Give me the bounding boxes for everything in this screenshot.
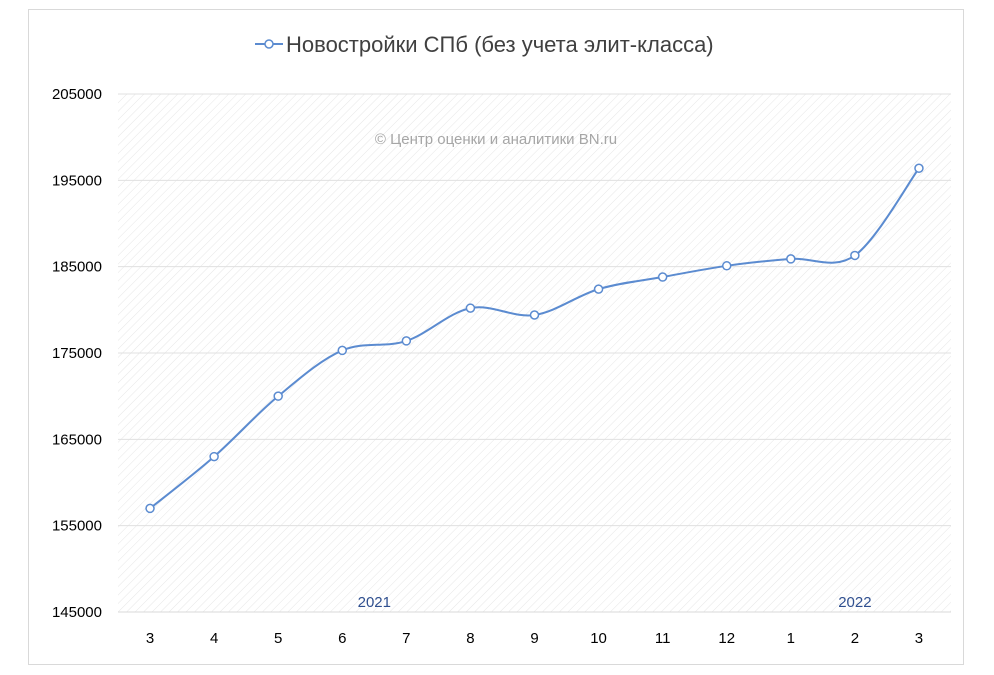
x-tick-label: 6 (338, 630, 346, 647)
year-label: 2022 (838, 594, 871, 611)
x-tick-label: 11 (655, 630, 671, 647)
data-point (529, 310, 540, 320)
x-tick-label: 9 (530, 630, 538, 647)
x-axis-ticks: 3 4 5 6 7 8 9 10 11 12 1 2 3 (146, 630, 923, 647)
x-tick-label: 8 (466, 630, 474, 647)
x-tick-label: 4 (210, 630, 218, 647)
data-point (657, 272, 668, 282)
y-axis-ticks: 205000 195000 185000 175000 165000 155000 1450… (52, 86, 102, 621)
data-point (914, 163, 924, 173)
data-point (850, 250, 860, 261)
x-tick-label: 2 (851, 630, 859, 647)
y-tick-label: 145000 (52, 604, 102, 621)
y-tick-label: 165000 (52, 431, 102, 448)
data-point (786, 254, 796, 264)
y-tick-label: 185000 (52, 259, 102, 276)
x-tick-label: 12 (718, 630, 735, 647)
data-point (401, 336, 412, 346)
y-tick-label: 155000 (52, 518, 102, 535)
data-point (209, 451, 219, 462)
year-labels: 2021 2022 (358, 594, 872, 611)
x-tick-label: 5 (274, 630, 282, 647)
y-tick-label: 175000 (52, 345, 102, 362)
legend-label: Новостройки СПб (без учета элит-класса) (286, 32, 714, 57)
data-point (145, 503, 155, 514)
legend-marker-icon (264, 39, 274, 49)
series-markers (145, 163, 924, 514)
year-label: 2021 (358, 594, 391, 611)
data-point (337, 345, 348, 356)
x-tick-label: 3 (915, 630, 923, 647)
data-point (273, 391, 283, 401)
x-tick-label: 10 (590, 630, 607, 647)
data-point (593, 284, 604, 294)
legend: Новостройки СПб (без учета элит-класса) (255, 32, 714, 57)
y-tick-label: 205000 (52, 86, 102, 103)
x-tick-label: 7 (402, 630, 410, 647)
data-point (721, 261, 732, 271)
data-point (465, 303, 476, 313)
x-tick-label: 3 (146, 630, 154, 647)
x-tick-label: 1 (787, 630, 795, 647)
watermark: © Центр оценки и аналитики BN.ru (375, 131, 617, 148)
y-tick-label: 195000 (52, 172, 102, 189)
